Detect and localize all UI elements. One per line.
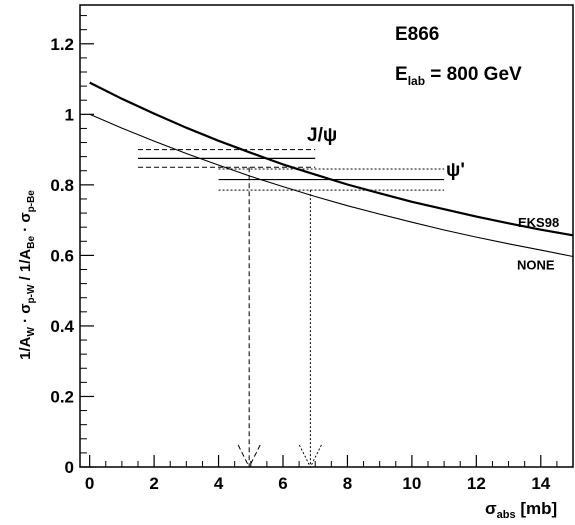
- annotation-energy: Elab = 800 GeV: [395, 64, 522, 88]
- y-tick-label: 0: [65, 458, 74, 477]
- x-tick-label: 2: [149, 474, 158, 493]
- x-tick-label: 0: [85, 474, 94, 493]
- y-tick-label: 0.8: [50, 176, 74, 195]
- series-label-eks98: EKS98: [518, 215, 559, 230]
- y-label-s1: W: [26, 327, 37, 337]
- y-label-p1: 1/A: [17, 336, 34, 360]
- arrow-head-right: [248, 444, 261, 468]
- arrow-head-right: [309, 444, 322, 468]
- x-label-sub: abs: [497, 509, 516, 521]
- y-label-s4: p-Be: [26, 190, 37, 213]
- plot-frame: [79, 4, 574, 468]
- x-tick-label: 12: [467, 474, 486, 493]
- y-label-p3: / 1/A: [17, 249, 34, 285]
- x-label-suffix: [mb]: [516, 499, 558, 518]
- x-tick-label: 10: [402, 474, 421, 493]
- arrow-head-left: [298, 444, 311, 468]
- y-label-s3: Be: [26, 236, 37, 249]
- y-tick-label: 1.2: [50, 35, 74, 54]
- curve-none: [89, 113, 574, 258]
- energy-sub: lab: [408, 74, 425, 88]
- y-label-s2: p-W: [26, 284, 37, 303]
- annotation-jpsi-label: J/ψ: [307, 125, 337, 146]
- arrow-head-left: [237, 444, 250, 468]
- annotation-experiment: E866: [395, 24, 439, 45]
- x-axis-label: σabs [mb]: [485, 499, 557, 521]
- y-label-p2: · σ: [17, 303, 34, 327]
- y-tick-label: 0.4: [50, 317, 74, 336]
- x-tick-label: 8: [343, 474, 352, 493]
- series-label-none: NONE: [517, 258, 555, 273]
- x-tick-label: 6: [278, 474, 287, 493]
- y-tick-label: 0.2: [50, 387, 74, 406]
- y-tick-label: 1: [65, 105, 74, 124]
- y-label-p4: · σ: [17, 212, 34, 236]
- x-tick-label: 14: [531, 474, 550, 493]
- y-axis-label: 1/AW · σp-W / 1/ABe · σp-Be: [17, 190, 37, 360]
- energy-prefix: E: [395, 64, 408, 85]
- annotation-psiprime-label: ψ': [446, 160, 465, 181]
- x-tick-label: 4: [214, 474, 224, 493]
- x-label-main: σ: [485, 499, 497, 518]
- y-tick-label: 0.6: [50, 246, 74, 265]
- plot-area: [79, 4, 574, 468]
- energy-suffix: = 800 GeV: [425, 64, 522, 85]
